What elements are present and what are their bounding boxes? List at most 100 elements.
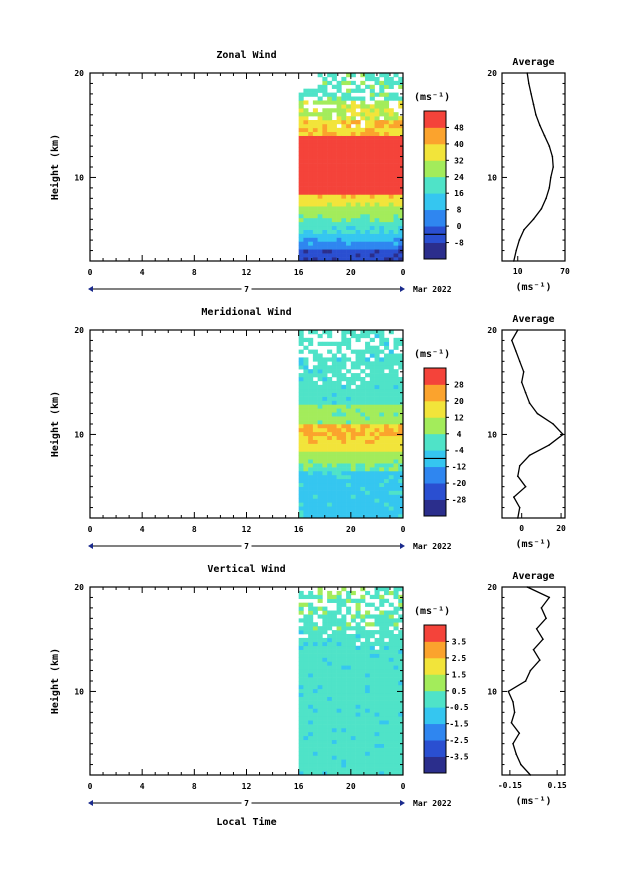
heatmap-cell	[350, 404, 356, 409]
heatmap-cell	[336, 147, 342, 152]
heatmap-cell	[360, 225, 366, 230]
profile-frame	[501, 72, 566, 262]
heatmap-cell	[374, 229, 380, 234]
heatmap-cell	[322, 100, 328, 105]
heatmap-cell	[379, 755, 385, 760]
heatmap-cell	[365, 720, 371, 725]
heatmap-cell	[384, 716, 390, 721]
heatmap-cell	[312, 174, 318, 180]
heatmap-cell	[350, 392, 356, 397]
heatmap-cell	[398, 198, 404, 203]
heatmap-cell	[379, 388, 385, 393]
heatmap-cell	[369, 416, 375, 421]
heatmap-cell	[341, 459, 347, 464]
heatmap-cell	[384, 123, 390, 129]
profile-line	[513, 72, 554, 262]
heatmap-cell	[374, 708, 380, 713]
heatmap-cell	[298, 210, 304, 215]
heatmap-cell	[350, 743, 356, 748]
heatmap-cell	[374, 459, 380, 464]
heatmap-cell	[308, 349, 314, 354]
heatmap-cell	[360, 626, 366, 631]
x-tick-label: 20	[346, 782, 356, 791]
heatmap-cell	[355, 463, 361, 468]
heatmap-cell	[322, 747, 328, 752]
heatmap-cell	[346, 692, 352, 697]
heatmap-cell	[360, 237, 366, 242]
heatmap-cell	[341, 739, 347, 744]
heatmap-cell	[360, 112, 366, 117]
x-tick-label: 12	[242, 268, 252, 277]
heatmap-cell	[346, 598, 352, 603]
heatmap-cell	[303, 467, 309, 472]
heatmap-cell	[379, 178, 385, 183]
heatmap-cell	[393, 408, 399, 413]
heatmap-cell	[388, 494, 394, 499]
heatmap-cell	[388, 377, 394, 382]
heatmap-cell	[388, 478, 394, 484]
heatmap-cell	[374, 763, 380, 768]
heatmap-cell	[393, 353, 399, 358]
heatmap-cell	[317, 431, 323, 437]
heatmap-cell	[322, 451, 328, 456]
heatmap-cell	[303, 427, 309, 433]
heatmap-cell	[341, 626, 347, 631]
heatmap-cell	[303, 474, 309, 480]
heatmap-cell	[303, 392, 309, 397]
heatmap-cell	[303, 661, 309, 666]
heatmap-cell	[388, 467, 394, 472]
heatmap-cell	[322, 357, 328, 362]
heatmap-cell	[369, 96, 375, 101]
heatmap-cell	[379, 229, 385, 234]
heatmap-cell	[341, 704, 347, 709]
heatmap-cell	[312, 731, 318, 737]
profile-x-tick-label: 70	[560, 267, 570, 276]
heatmap-cell	[374, 163, 380, 168]
heatmap-cell	[303, 143, 309, 148]
heatmap-cell	[331, 645, 337, 650]
heatmap-cell	[317, 123, 323, 129]
heatmap-cell	[312, 471, 318, 476]
heatmap-cell	[327, 743, 333, 748]
heatmap-cell	[322, 108, 328, 113]
heatmap-cell	[331, 186, 337, 191]
heatmap-cell	[331, 735, 337, 741]
heatmap-cell	[365, 443, 371, 448]
heatmap-cell	[312, 443, 318, 448]
heatmap-cell	[388, 614, 394, 619]
heatmap-cell	[303, 404, 309, 409]
heatmap-cell	[331, 147, 337, 152]
heatmap-cell	[322, 186, 328, 191]
date-arrow-right	[400, 286, 405, 292]
heatmap-cell	[369, 84, 375, 89]
heatmap-cell	[298, 771, 304, 776]
heatmap-cell	[317, 221, 323, 227]
heatmap-cell	[308, 739, 314, 744]
heatmap-cell	[341, 645, 347, 650]
heatmap-cell	[303, 684, 309, 690]
heatmap-cell	[398, 771, 404, 776]
heatmap-cell	[374, 724, 380, 729]
heatmap-cell	[346, 443, 352, 448]
heatmap-cell	[379, 657, 385, 662]
heatmap-cell	[398, 649, 404, 654]
heatmap-cell	[336, 451, 342, 456]
heatmap-cell	[360, 206, 366, 211]
heatmap-cell	[346, 506, 352, 511]
heatmap-cell	[365, 214, 371, 219]
heatmap-cell	[355, 451, 361, 456]
heatmap-cell	[374, 463, 380, 468]
heatmap-cell	[308, 731, 314, 737]
heatmap-cell	[308, 443, 314, 448]
heatmap-cell	[341, 514, 347, 519]
heatmap-cell	[312, 237, 318, 242]
heatmap-cell	[346, 447, 352, 452]
heatmap-cell	[317, 427, 323, 433]
heatmap-cell	[398, 474, 404, 480]
heatmap-cell	[369, 92, 375, 97]
heatmap-cell	[384, 380, 390, 386]
heatmap-cell	[379, 373, 385, 378]
heatmap-cell	[308, 684, 314, 690]
heatmap-cell	[398, 127, 404, 133]
heatmap-cell	[336, 724, 342, 729]
